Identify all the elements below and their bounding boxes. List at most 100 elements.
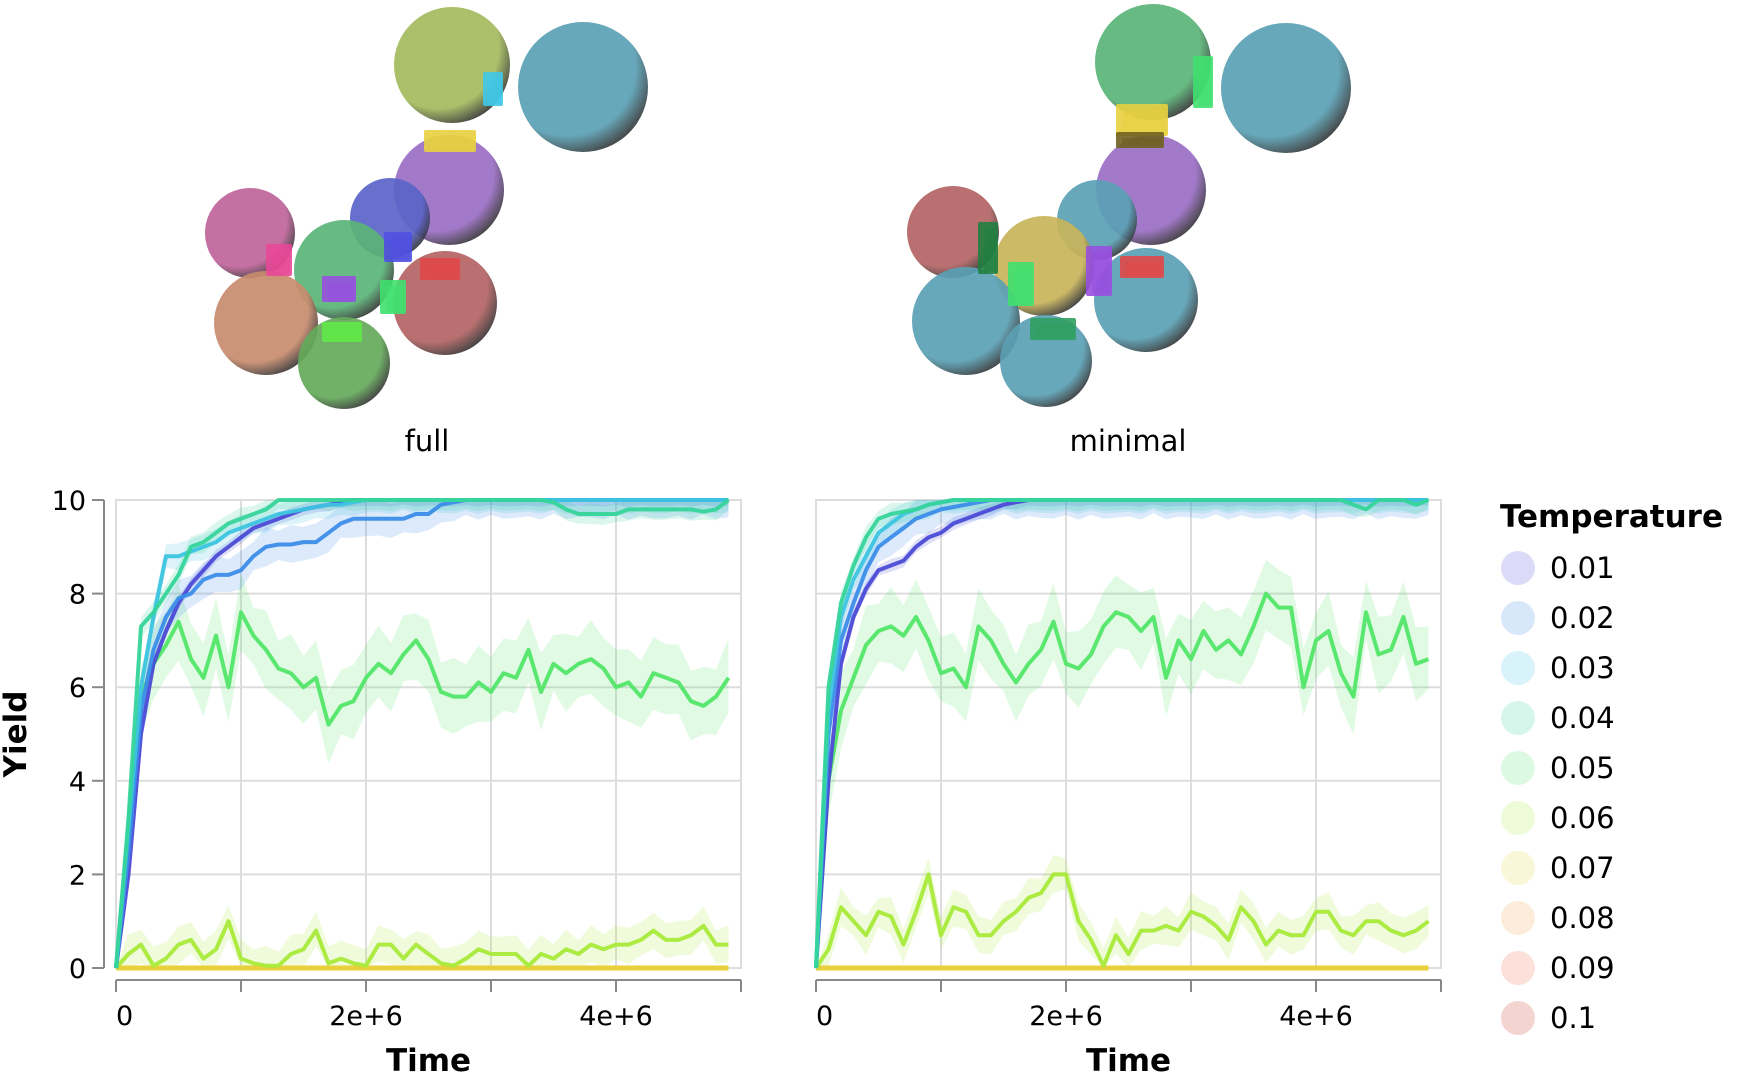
x-axis-title: Time: [386, 1043, 471, 1073]
binding-patch-shade: [1092, 252, 1110, 294]
sphere-red: [393, 251, 497, 355]
band-0.06: [816, 855, 1429, 968]
legend-swatch: [1501, 601, 1535, 635]
band-0.05: [816, 559, 1429, 968]
sphere-red: [907, 186, 999, 278]
binding-patch-shade: [1036, 324, 1074, 338]
series-group: [814, 498, 1430, 971]
panel-title-minimal: minimal: [1070, 424, 1187, 458]
legend-label: 0.09: [1550, 951, 1615, 985]
binding-patch-shade: [1126, 262, 1162, 276]
band-0.03: [816, 500, 1429, 968]
legend-label: 0.07: [1550, 851, 1615, 885]
binding-patch-shade: [1122, 138, 1162, 146]
band-0.01: [816, 500, 1429, 968]
binding-patch-shade: [426, 264, 458, 278]
legend-item: 0.06: [1501, 801, 1615, 835]
binding-patch-shade: [328, 328, 360, 340]
series-line-0.06: [114, 919, 729, 970]
y-tick-label: 4: [69, 767, 86, 798]
confidence-bands: [816, 500, 1429, 968]
band-0.06: [116, 905, 729, 968]
legend-swatch: [1501, 751, 1535, 785]
legend-item: 0.05: [1501, 751, 1615, 785]
y-tick-label: 8: [69, 580, 86, 611]
series-lines: [114, 498, 731, 971]
legend-swatch: [1501, 651, 1535, 685]
legend-item: 0.1: [1501, 1001, 1596, 1035]
series-group: [114, 498, 731, 971]
x-tick-label: 2e+6: [329, 1001, 403, 1032]
y-tick-label: 2: [69, 860, 86, 891]
legend-item: 0.09: [1501, 951, 1615, 985]
chart-minimal: 0 2e+6 4e+6 Time: [814, 498, 1442, 1073]
legend-item: 0.03: [1501, 651, 1615, 685]
legend-swatch: [1501, 701, 1535, 735]
x-tick-label: 4e+6: [1279, 1001, 1353, 1032]
series-lines: [814, 498, 1430, 971]
series-line-0.01: [814, 498, 1429, 969]
x-tick-label: 0: [816, 1001, 833, 1032]
plot-frame: [815, 499, 1442, 969]
y-tick-label: 10: [52, 486, 86, 517]
legend-label: 0.02: [1550, 601, 1615, 635]
series-line-0.03: [814, 498, 1429, 969]
series-line-0.02: [814, 498, 1429, 969]
legend-label: 0.08: [1550, 901, 1615, 935]
x-tick-label: 4e+6: [579, 1001, 653, 1032]
legend-label: 0.05: [1550, 751, 1615, 785]
sphere-green: [294, 220, 394, 320]
legend-item: 0.01: [1501, 551, 1615, 585]
structure-full: [205, 7, 648, 409]
series-line-0.04: [814, 498, 1430, 969]
band-0.05: [116, 573, 729, 968]
binding-patch-shade: [1199, 62, 1211, 106]
legend-item: 0.08: [1501, 901, 1615, 935]
legend-swatch: [1501, 951, 1535, 985]
sphere-olive: [394, 7, 510, 123]
y-tick-label: 0: [69, 954, 86, 985]
panel-titles: full minimal: [405, 424, 1187, 458]
sphere-tan: [214, 271, 318, 375]
sphere-teal: [1221, 23, 1351, 153]
structure-minimal: [907, 4, 1351, 407]
legend-swatch: [1501, 551, 1535, 585]
legend-label: 0.06: [1550, 801, 1615, 835]
charts: 0 2e+6 4e+6 Time 0 2 4 6 8 10 Yield 0 2e+6 4e+6 Time: [0, 486, 1442, 1073]
series-line-0.05: [114, 610, 731, 969]
sphere-green: [1095, 4, 1211, 120]
binding-patch-shade: [272, 250, 290, 274]
legend-title: Temperature: [1500, 499, 1723, 535]
band-0.02: [816, 500, 1429, 968]
band-0.02: [116, 500, 729, 968]
series-line-0.05: [814, 591, 1430, 969]
structure-images: [205, 4, 1351, 409]
legend-label: 0.04: [1550, 701, 1615, 735]
sphere-lightgreen: [298, 317, 390, 409]
x-axis-title: Time: [1086, 1043, 1171, 1073]
legend-swatch: [1501, 1001, 1535, 1035]
y-axis-title: Yield: [0, 691, 34, 779]
binding-patch-shade: [1014, 268, 1032, 304]
legend-label: 0.1: [1550, 1001, 1596, 1035]
binding-patch-shade: [386, 286, 404, 312]
legend-label: 0.01: [1550, 551, 1615, 585]
panel-title-full: full: [405, 424, 450, 458]
sphere-teal: [912, 267, 1020, 375]
band-0.04: [816, 500, 1429, 968]
legend-item: 0.02: [1501, 601, 1615, 635]
binding-patch-shade: [328, 282, 354, 300]
y-tick-label: 6: [69, 673, 86, 704]
binding-patch-shade: [1122, 110, 1166, 134]
series-line-0.06: [814, 872, 1430, 970]
band-0.03: [116, 500, 729, 968]
confidence-bands: [116, 500, 729, 968]
sphere-teal: [518, 22, 648, 152]
binding-patch-shade: [430, 136, 474, 150]
legend-item: 0.04: [1501, 701, 1615, 735]
chart-full: 0 2e+6 4e+6 Time 0 2 4 6 8 10 Yield: [0, 486, 742, 1073]
legend-swatch: [1501, 851, 1535, 885]
x-tick-label: 0: [116, 1001, 133, 1032]
series-line-0.04: [114, 498, 730, 969]
binding-patch-shade: [984, 228, 996, 272]
